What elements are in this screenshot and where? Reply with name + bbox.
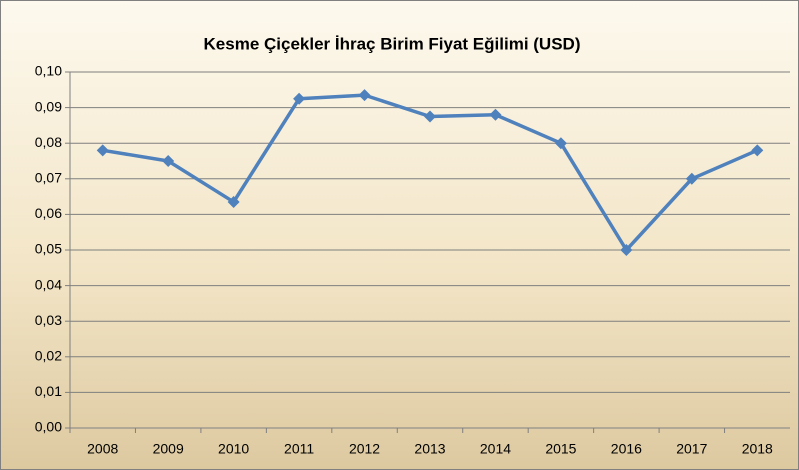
chart-title: Kesme Çiçekler İhraç Birim Fiyat Eğilimi…	[204, 34, 581, 53]
y-tick-label: 0,08	[35, 134, 62, 150]
x-tick-label: 2015	[545, 441, 576, 457]
marker	[227, 195, 240, 208]
x-tick-label: 2011	[284, 441, 314, 457]
y-tick-label: 0,03	[35, 312, 62, 328]
marker	[685, 172, 698, 185]
y-tick-label: 0,07	[35, 170, 62, 186]
y-tick-label: 0,04	[35, 276, 62, 292]
marker	[293, 92, 306, 105]
marker	[620, 244, 633, 256]
marker	[751, 144, 764, 157]
x-tick-label: 2008	[87, 441, 118, 457]
marker	[358, 89, 371, 102]
marker	[489, 108, 502, 121]
x-tick-label: 2013	[414, 441, 445, 457]
y-tick-label: 0,02	[35, 348, 62, 364]
marker	[424, 110, 436, 123]
y-tick-label: 0,05	[35, 241, 62, 257]
x-tick-label: 2017	[676, 441, 707, 457]
x-tick-label: 2014	[480, 441, 511, 457]
marker	[162, 155, 175, 167]
x-tick-label: 2009	[153, 441, 184, 457]
marker	[96, 144, 109, 157]
marker	[554, 137, 567, 150]
y-tick-label: 0,01	[35, 383, 62, 399]
y-tick-label: 0,09	[35, 98, 62, 114]
x-tick-label: 2016	[611, 441, 642, 457]
x-tick-label: 2010	[218, 441, 249, 457]
x-tick-label: 2012	[349, 441, 380, 457]
y-tick-label: 0,06	[35, 205, 62, 221]
y-tick-label: 0,00	[35, 419, 62, 435]
y-tick-label: 0,10	[35, 63, 62, 79]
x-tick-label: 2018	[742, 441, 773, 457]
